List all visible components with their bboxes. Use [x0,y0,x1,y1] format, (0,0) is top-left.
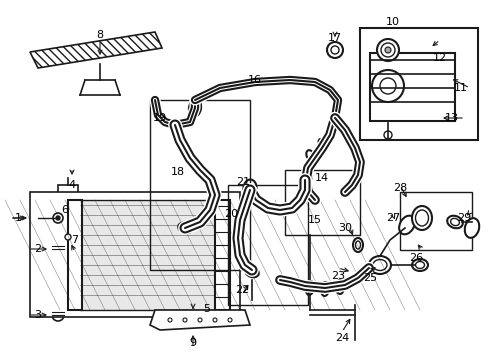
Bar [370,53,455,121]
Circle shape [377,39,399,61]
Bar [150,100,250,270]
Text: 9: 9 [190,338,196,348]
Text: 5: 5 [203,304,211,314]
Ellipse shape [412,259,428,271]
Polygon shape [150,310,250,330]
Bar [400,192,472,250]
Polygon shape [30,32,162,68]
Circle shape [228,318,232,322]
Text: 11: 11 [454,83,468,93]
Text: 15: 15 [308,215,322,225]
Text: 10: 10 [386,17,400,27]
Text: 2: 2 [34,244,42,254]
Bar [58,185,78,197]
Text: 13: 13 [445,113,459,123]
Text: 12: 12 [433,53,447,63]
Text: 29: 29 [457,213,471,223]
Text: 14: 14 [315,173,329,183]
Circle shape [327,42,343,58]
Circle shape [198,318,202,322]
Text: 23: 23 [331,271,345,281]
Ellipse shape [353,238,363,252]
Text: 24: 24 [335,333,349,343]
Ellipse shape [399,216,415,234]
Text: 1: 1 [15,213,22,223]
Text: 30: 30 [338,223,352,233]
Text: 6: 6 [62,205,69,215]
Text: 19: 19 [153,113,167,123]
Text: 3: 3 [34,310,42,320]
Text: 28: 28 [393,183,407,193]
Circle shape [384,131,392,139]
Bar [360,28,478,140]
Text: 4: 4 [69,180,75,190]
Circle shape [183,318,187,322]
Circle shape [213,318,217,322]
Circle shape [65,234,71,240]
Circle shape [53,213,63,223]
Bar [61,197,75,205]
Text: 21: 21 [236,177,250,187]
Bar [80,200,215,310]
Text: 26: 26 [409,253,423,263]
Bar [228,185,308,305]
Text: 20: 20 [224,209,238,219]
Bar [30,192,240,317]
Circle shape [385,47,391,53]
Text: 7: 7 [72,235,78,245]
Ellipse shape [447,216,463,228]
Bar [63,205,73,211]
Ellipse shape [412,206,432,230]
Text: 18: 18 [171,167,185,177]
Text: 16: 16 [248,75,262,85]
Circle shape [52,309,64,321]
Circle shape [56,216,60,220]
Ellipse shape [369,256,391,274]
Bar [285,170,360,235]
Ellipse shape [465,218,479,238]
Text: 27: 27 [386,213,400,223]
Circle shape [52,243,64,255]
Text: 17: 17 [328,33,342,43]
Text: 8: 8 [97,30,103,40]
Bar [215,200,230,310]
Text: 22: 22 [235,285,249,295]
Bar [68,200,82,310]
Circle shape [372,70,404,102]
Circle shape [168,318,172,322]
Text: 25: 25 [363,273,377,283]
